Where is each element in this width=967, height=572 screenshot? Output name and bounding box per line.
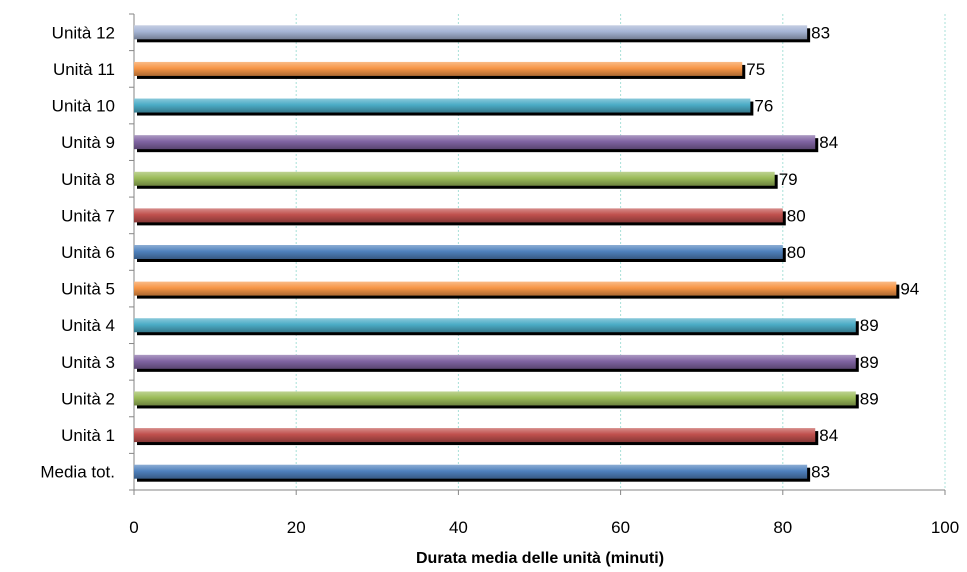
category-label: Unità 2 [61, 389, 115, 408]
x-tick-labels: 0 20 40 60 80 100 [129, 518, 959, 537]
bar [134, 98, 751, 113]
bars [134, 25, 900, 482]
x-tick-label: 0 [129, 518, 138, 537]
data-label: 76 [754, 97, 773, 116]
x-tick-label: 80 [773, 518, 792, 537]
data-label: 84 [819, 133, 838, 152]
data-label: 80 [787, 243, 806, 262]
category-label: Unità 6 [61, 243, 115, 262]
data-label: 89 [860, 353, 879, 372]
category-labels: Media tot. Unità 1 Unità 2 Unità 3 Unità 4 Un… [40, 23, 115, 481]
data-label: 89 [860, 389, 879, 408]
category-label: Unità 9 [61, 133, 115, 152]
x-tick-label: 100 [931, 518, 959, 537]
x-tick-label: 40 [449, 518, 468, 537]
data-label: 83 [811, 23, 830, 42]
bar [134, 135, 816, 150]
data-label: 84 [819, 426, 838, 445]
bar [134, 245, 783, 259]
category-label: Unità 7 [61, 206, 115, 225]
category-label: Unità 4 [61, 316, 115, 335]
category-label: Unità 12 [52, 23, 115, 42]
x-tick-label: 60 [611, 518, 630, 537]
bar [134, 428, 816, 443]
bar [134, 61, 743, 76]
category-label: Unità 11 [53, 60, 115, 79]
bar [134, 208, 783, 223]
bar [134, 281, 897, 296]
data-label: 79 [779, 170, 798, 189]
x-axis-title: Durata media delle unità (minuti) [416, 550, 664, 567]
data-label: 94 [900, 280, 919, 299]
data-label: 75 [746, 60, 765, 79]
category-label: Media tot. [40, 463, 115, 482]
bar [134, 391, 856, 406]
bar [134, 171, 775, 186]
category-label: Unità 10 [52, 97, 115, 116]
bar [134, 318, 856, 333]
bar [134, 25, 808, 40]
data-label: 83 [811, 463, 830, 482]
category-label: Unità 3 [61, 353, 115, 372]
data-label: 80 [787, 206, 806, 225]
x-tick-label: 20 [287, 518, 306, 537]
category-label: Unità 8 [61, 170, 115, 189]
bar [134, 464, 808, 479]
category-label: Unità 1 [61, 426, 115, 445]
category-label: Unità 5 [61, 280, 115, 299]
bar [134, 354, 856, 369]
data-label: 89 [860, 316, 879, 335]
data-labels: 83 84 89 89 89 94 80 80 79 84 76 75 83 [746, 23, 919, 481]
